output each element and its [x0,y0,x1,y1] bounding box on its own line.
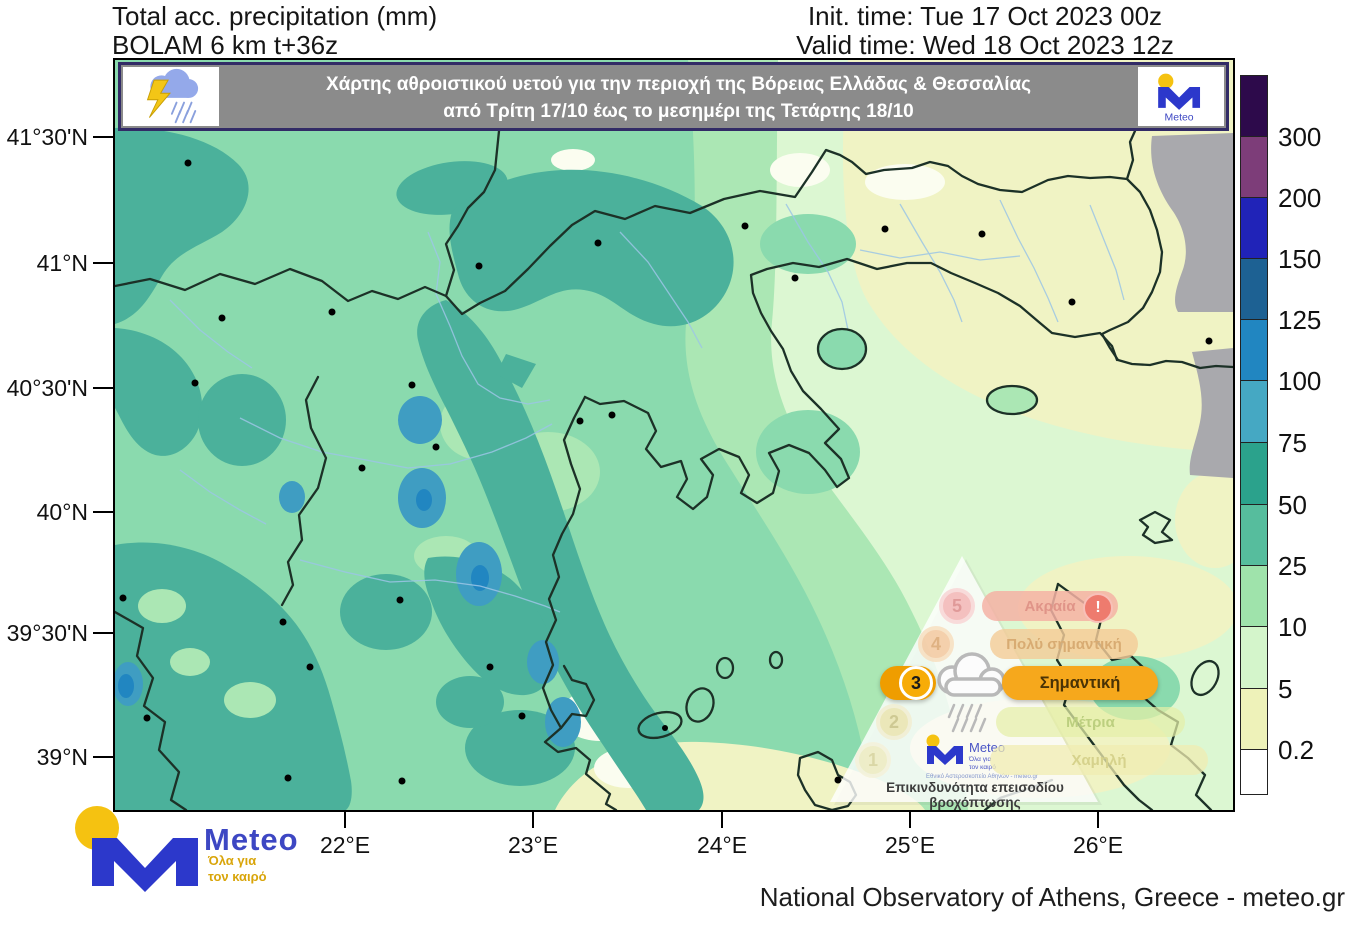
lon-label: 23°E [507,832,559,858]
risk-badge-5: 5 [939,588,975,624]
lon-label: 22°E [319,832,371,858]
lon-label: 24°E [696,832,748,858]
colorbar-label: 150 [1278,244,1322,274]
colorbar-label: 125 [1278,305,1322,335]
colorbar-label: 0.2 [1278,735,1315,765]
banner-title: Χάρτης αθροιστικού υετού για την περιοχή… [229,69,1128,126]
lat-label: 39°30'N [6,620,88,646]
footer-logo-tagline2: τον καιρό [208,869,267,884]
lightning-bolt-icon [146,79,172,118]
banner-logo-box: Meteo [1138,67,1224,126]
borders-coastlines [115,129,1233,810]
logo-dot [1158,73,1174,89]
colorbar-label: 75 [1278,428,1307,458]
colorbar-cell [1240,259,1268,320]
lon-label: 26°E [1072,832,1124,858]
risk-badge-2: 2 [876,704,912,740]
logo-m-mark [92,838,198,892]
colorbar-label: 25 [1278,551,1307,581]
colorbar-label: 10 [1278,612,1307,642]
colorbar-cell [1240,505,1268,566]
lon-tick [909,810,911,828]
footer-logo-name: Meteo [204,822,299,857]
risk-level-label: Ακραία [1024,597,1076,615]
colorbar [1240,75,1268,795]
alert-exclamation-icon: ! [1083,593,1113,623]
risk-level-pill-5: Ακραία! [982,591,1118,623]
lat-tick [93,632,113,634]
colorbar-label: 5 [1278,674,1293,704]
colorbar-cell [1240,137,1268,198]
lon-tick [721,810,723,828]
header-model: BOLAM 6 km t+36z [112,30,339,60]
banner-line1: Χάρτης αθροιστικού υετού για την περιοχή… [325,73,1032,95]
lon-tick [1097,810,1099,828]
pyramid-logo-tagline2: τον καιρό [969,763,996,771]
risk-level-label: Χαμηλή [1071,751,1127,769]
colorbar-cell [1240,381,1268,443]
logo-m-mark [927,746,963,765]
colorbar-cell [1240,627,1268,689]
lat-tick [93,756,113,758]
city-dots [119,159,1213,785]
lat-label: 39°N [36,744,88,770]
colorbar-cell [1240,689,1268,750]
colorbar-cell [1240,443,1268,505]
footer-logo-tagline1: Όλα για [208,853,257,868]
rain-cloud-icon [937,652,1006,733]
rivers [169,199,1125,613]
colorbar-cell [1240,320,1268,381]
pyramid-logo-org: Εθνικό Αστεροσκοπείο Αθηνών - meteo.gr [926,773,1038,780]
risk-level-pill-4: Πολύ σημαντική [990,629,1138,659]
colorbar-label: 300 [1278,122,1322,152]
lat-label: 41°30'N [6,124,88,150]
attribution: National Observatory of Athens, Greece -… [759,882,1345,912]
colorbar-label: 50 [1278,490,1307,520]
lat-tick [93,262,113,264]
risk-level-label: Σημαντική [1039,673,1121,692]
lat-label: 41°N [36,250,88,276]
colorbar-cell [1240,566,1268,627]
risk-badge-1: 1 [855,742,891,778]
header-valid-time: Valid time: Wed 18 Oct 2023 12z [796,30,1174,60]
risk-level-pill-3: Σημαντική [1002,666,1158,700]
colorbar-label: 200 [1278,183,1322,213]
banner-line2: από Τρίτη 17/10 έως το μεσημέρι της Τετά… [443,100,914,122]
header-variable: Total acc. precipitation (mm) [112,1,438,31]
lon-label: 25°E [884,832,936,858]
risk-level-label: Πολύ σημαντική [1006,635,1122,653]
lon-tick [532,810,534,828]
risk-level-label: Μέτρια [1066,713,1115,731]
logo-m-mark [1158,86,1201,110]
time-header: Init. time: Tue 17 Oct 2023 00z Valid ti… [760,2,1210,60]
lat-tick [93,136,113,138]
title-banner: Χάρτης αθροιστικού υετού για την περιοχή… [118,62,1229,131]
pyramid-caption: Επικινδυνότητα επεισοδίου βροχόπτωσης [886,780,1064,810]
no-data-region [1151,133,1233,478]
risk-level-pill-1: Χαμηλή [990,745,1208,775]
banner-logo-name: Meteo [1165,112,1194,123]
storm-icon [146,68,199,124]
header-init-time: Init. time: Tue 17 Oct 2023 00z [807,1,1163,31]
risk-badge-4: 4 [918,626,954,662]
lon-tick [344,810,346,828]
map-frame [113,58,1235,812]
colorbar-label: 100 [1278,366,1322,396]
risk-level-pill-2: Μέτρια [996,707,1185,737]
banner-meteo-logo: Meteo [1158,73,1201,123]
lat-label: 40°30'N [6,375,88,401]
model-header: Total acc. precipitation (mm) BOLAM 6 km… [112,2,437,60]
logo-dot [926,734,940,748]
footer-meteo-logo [75,806,198,892]
lat-label: 40°N [36,499,88,525]
storm-icon-box [123,67,219,126]
risk-badge-3: 3 [899,666,933,700]
colorbar-cell [1240,75,1268,137]
colorbar-cell [1240,198,1268,259]
lat-tick [93,387,113,389]
pyramid-logo-tagline1: Όλα για [968,756,991,763]
colorbar-cell [1240,750,1268,795]
lat-tick [93,511,113,513]
